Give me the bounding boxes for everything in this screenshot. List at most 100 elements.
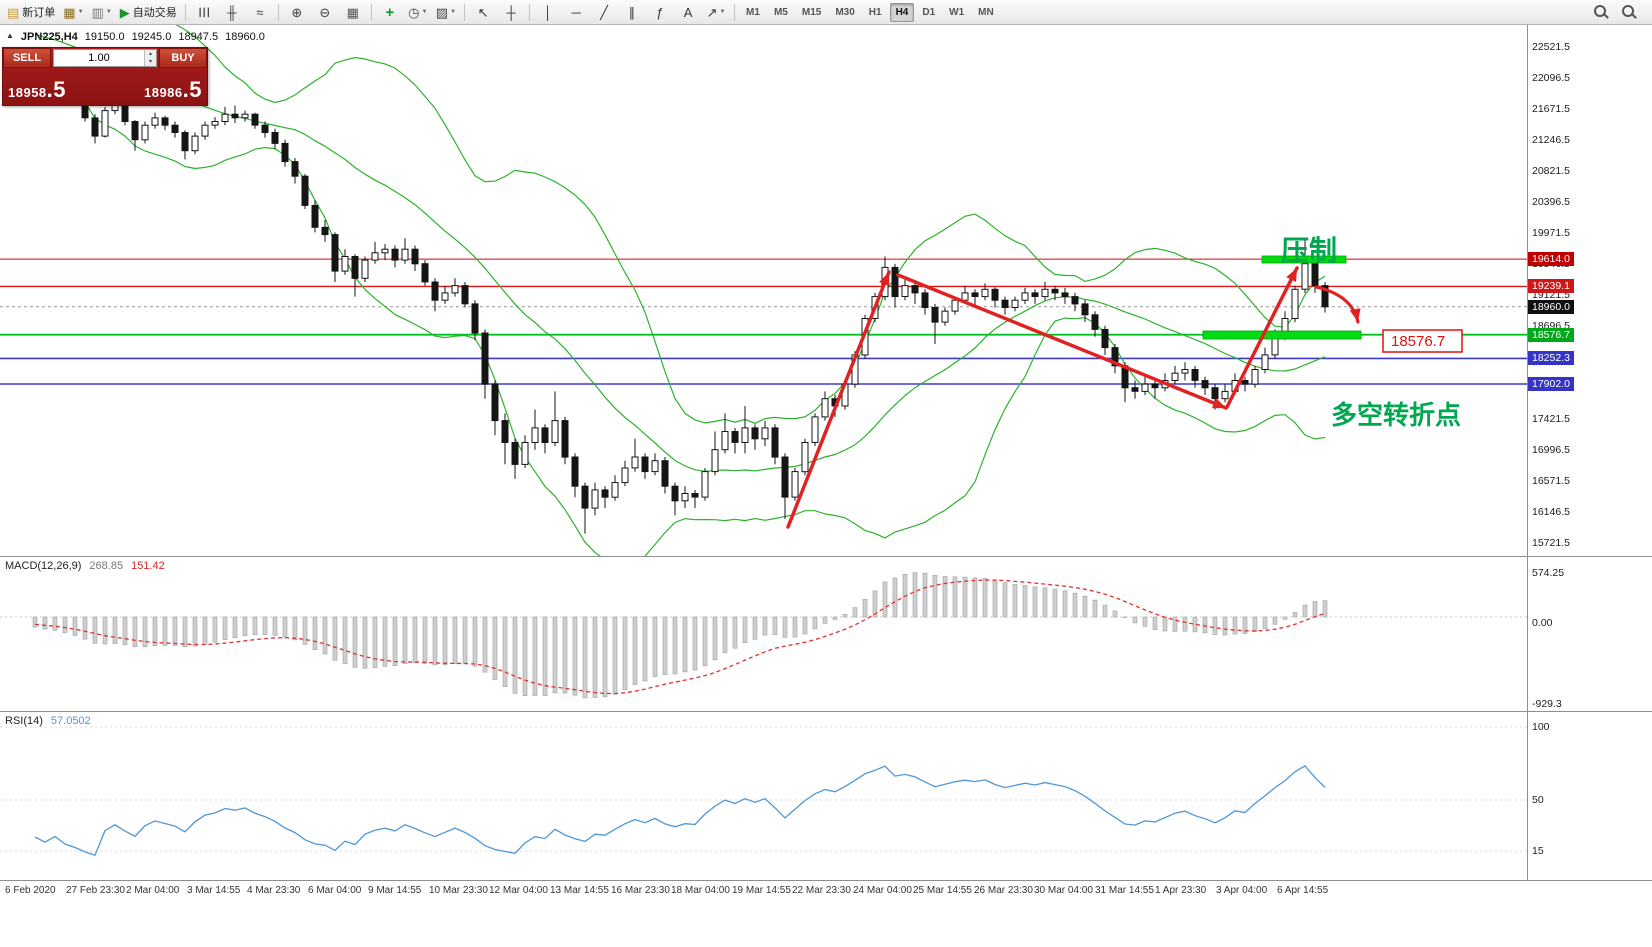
horizontal-lines[interactable] [0,258,1527,385]
zoom-search-icon[interactable] [1616,1,1642,24]
indicators-button[interactable]: + [377,1,403,24]
buy-price[interactable]: 18986.5 [144,77,202,103]
sell-price[interactable]: 18958.5 [8,77,66,103]
timeframe-button-d1[interactable]: D1 [922,6,936,18]
templates-button[interactable]: ▨ ▼ [433,1,459,24]
trend-arrow-1[interactable] [786,270,891,529]
trendline-tool[interactable]: ╱ [591,1,617,24]
sell-price-pip: .5 [46,77,67,102]
search-icon[interactable] [1588,1,1614,24]
timeframe-button-m30[interactable]: M30 [835,6,855,18]
candle-body [1271,336,1279,356]
price-axis[interactable]: 22521.5 22096.5 21671.5 21246.5 20821.5 20396… [1527,25,1652,881]
crosshair-button[interactable]: ┼ [498,1,524,24]
rsi-line [34,764,1326,857]
cursor-button[interactable]: ↖ [470,1,496,24]
horizontal-line-tool[interactable]: ─ [563,1,589,24]
macd-bar [862,598,868,618]
candle-body [1001,299,1009,309]
annotation-label-1[interactable]: 压制 [1281,235,1337,266]
time-label: 1 Apr 23:30 [1155,885,1207,896]
timeframe-button-m5[interactable]: M5 [773,6,788,18]
candle-body [1021,292,1029,301]
auto-trading-button[interactable]: ▶ 自动交易 [117,1,180,24]
candle-body [521,442,529,465]
zoom-in-icon: ⊕ [291,4,303,20]
price-axis-label: 20396.5 [1532,196,1570,208]
candle-body [1291,288,1299,319]
highlight-zone-2[interactable] [1202,330,1362,340]
timeframe-button-m1[interactable]: M1 [746,6,760,18]
price-tag-19239.1: 19239.1 [1528,279,1574,294]
macd-bar [282,616,288,638]
candle-body [911,285,919,294]
new-order-button[interactable]: ▤ 新订单 [4,1,58,24]
buy-price-pip: .5 [182,77,202,102]
highlight-zones[interactable] [1202,255,1362,340]
main-chart-panel[interactable]: 压制 多空转折点 18576.7 ▲ JPN225,H4 19150.0 19245… [0,25,1527,556]
time-label: 3 Apr 04:00 [1216,885,1268,896]
buy-button[interactable]: BUY [159,48,207,68]
candle-body [211,121,219,126]
macd-bar [1022,585,1028,618]
trend-arrows[interactable] [786,266,1361,529]
macd-rsi-splitter[interactable] [0,711,1652,712]
line-chart-button[interactable]: ≈ [247,1,273,24]
price-callout-box[interactable] [1382,329,1463,353]
tile-windows-button[interactable]: ▦ [340,1,366,24]
chart-macd-splitter[interactable] [0,556,1652,557]
chevron-down-icon: ▼ [77,9,84,15]
profiles-button[interactable]: ▥ ▼ [89,1,115,24]
candlestick-chart-button[interactable]: ╫ [219,1,245,24]
volume-value[interactable]: 1.00 [88,52,110,64]
crosshair-icon: ┼ [506,4,516,20]
candle-body [371,252,379,261]
zoom-out-button[interactable]: ⊖ [312,1,338,24]
annotation-label-2[interactable]: 多空转折点 [1331,400,1461,430]
volume-field[interactable]: 1.00 ▴ ▾ [53,49,157,67]
candle-body [1221,390,1229,400]
macd-bar [452,616,458,665]
toolbar: ▤ 新订单 ▦ ▼ ▥ ▼ ▶ 自动交易 ☰ ╫ ≈ ⊕ ⊖ ▦ + ◷ ▼ ▨ ▼ ↖ ┼ │ ─ ╱ ∥ ƒ A ↗ ▼ M1 M5 M1… [0,0,1652,25]
macd-bar [1242,616,1248,634]
periods-button[interactable]: ◷ ▼ [405,1,431,24]
volume-stepper[interactable]: ▴ ▾ [144,50,156,66]
timeframe-button-h4[interactable]: H4 [889,2,915,22]
zoom-in-button[interactable]: ⊕ [284,1,310,24]
arrowhead [1286,268,1297,283]
macd-bar [662,616,668,675]
candle-body [771,427,779,458]
macd-header: MACD(12,26,9) 268.85 151.42 [5,560,165,572]
timeframe-button-w1[interactable]: W1 [949,6,965,18]
macd-bar [1122,616,1128,618]
timeframe-button-h1[interactable]: H1 [868,6,882,18]
rsi-panel[interactable]: RSI(14) 57.0502 [0,712,1527,880]
macd-panel[interactable]: MACD(12,26,9) 268.85 151.42 [0,557,1527,711]
rsi-timeaxis-splitter[interactable] [0,880,1652,881]
stepper-up-icon[interactable]: ▴ [145,50,156,58]
stepper-down-icon[interactable]: ▾ [145,58,156,66]
timeframe-button-m15[interactable]: M15 [801,6,822,18]
fibonacci-tool[interactable]: ƒ [647,1,673,24]
macd-bar [692,616,698,671]
time-axis[interactable]: 6 Feb 2020 27 Feb 23:30 2 Mar 04:00 3 Mar 1… [0,881,1652,947]
trend-arrow-3[interactable] [1225,266,1299,409]
arrows-tool[interactable]: ↗ ▼ [703,1,729,24]
trade-panel-collapse-toggle[interactable]: ▲ [6,31,14,40]
new-chart-button[interactable]: ▦ ▼ [60,1,86,24]
trend-arrow-2[interactable] [896,273,1228,410]
channel-tool[interactable]: ∥ [619,1,645,24]
macd-bar [382,616,388,667]
sell-button[interactable]: SELL [3,48,51,68]
highlight-zone-1[interactable] [1261,255,1347,264]
bar-chart-button[interactable]: ☰ [191,1,217,24]
macd-bar [1052,588,1058,618]
macd-bar [572,616,578,696]
fibonacci-icon: ƒ [656,4,664,20]
text-tool[interactable]: A [675,1,701,24]
macd-bar [602,616,608,698]
vertical-line-tool[interactable]: │ [535,1,561,24]
timeframe-button-mn[interactable]: MN [978,6,994,18]
